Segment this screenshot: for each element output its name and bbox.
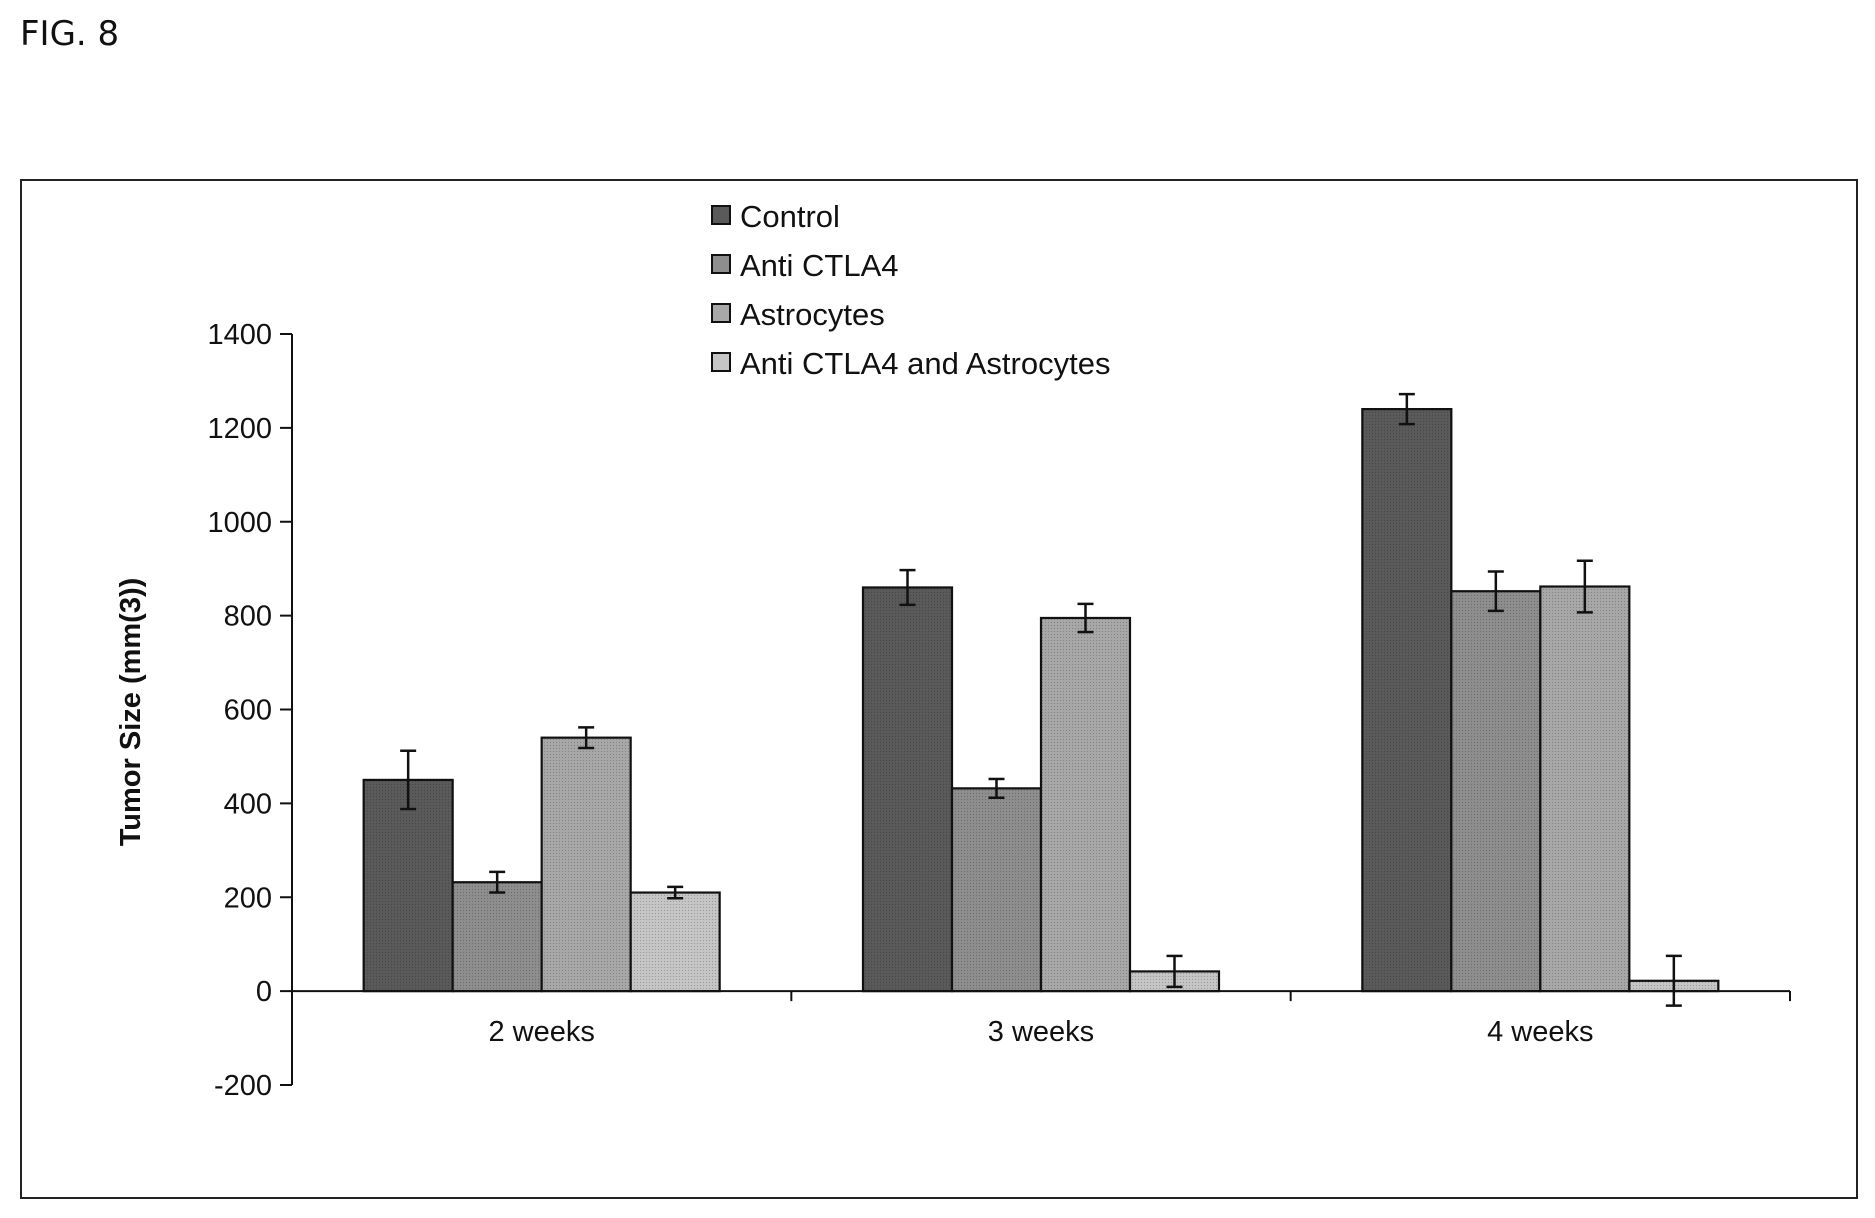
- legend-swatch-control: [711, 205, 731, 225]
- y-tick-label: -200: [214, 1070, 272, 1102]
- y-tick-label: 1000: [207, 507, 272, 539]
- bar-texture: [952, 788, 1041, 992]
- legend-label: Astrocytes: [740, 297, 885, 332]
- legend-label: Control: [740, 199, 840, 234]
- legend-swatch-anti-ctla4: [711, 254, 731, 274]
- legend-swatch-astrocytes: [711, 303, 731, 323]
- x-tick-label: 2 weeks: [488, 1016, 594, 1048]
- legend-label: Anti CTLA4: [740, 248, 899, 283]
- y-axis-title: Tumor Size (mm(3)): [115, 578, 147, 847]
- bar-texture: [1362, 409, 1452, 992]
- bar-texture: [541, 737, 631, 992]
- bar-texture: [1451, 591, 1541, 992]
- legend-label: Anti CTLA4 and Astrocytes: [740, 346, 1110, 381]
- y-tick-label: 1200: [207, 413, 272, 445]
- bar-texture: [1041, 617, 1130, 992]
- bar-texture: [863, 587, 952, 992]
- x-tick-label: 4 weeks: [1487, 1016, 1593, 1048]
- axes-layer: -200 0 200 400 600 800 1000 1200 1400 2 weeks 3 we…: [207, 319, 1791, 1102]
- bar-texture: [630, 892, 720, 992]
- figure-label: FIG. 8: [20, 14, 120, 54]
- bars-layer: [362, 392, 1720, 1007]
- legend-swatch-anti-ctla4-and-astrocytes: [711, 352, 731, 372]
- bar-texture: [1540, 586, 1630, 992]
- y-tick-label: 400: [224, 788, 272, 820]
- bar-texture: [363, 779, 453, 992]
- y-tick-label: 0: [256, 976, 272, 1008]
- y-tick-label: 800: [224, 601, 272, 633]
- bar-texture: [452, 882, 542, 992]
- y-tick-label: 600: [224, 695, 272, 727]
- y-tick-label: 200: [224, 882, 272, 914]
- legend: Control Anti CTLA4 Astrocytes Anti CTLA4 an…: [711, 199, 1110, 381]
- x-tick-label: 3 weeks: [988, 1016, 1094, 1048]
- y-tick-label: 1400: [207, 319, 272, 351]
